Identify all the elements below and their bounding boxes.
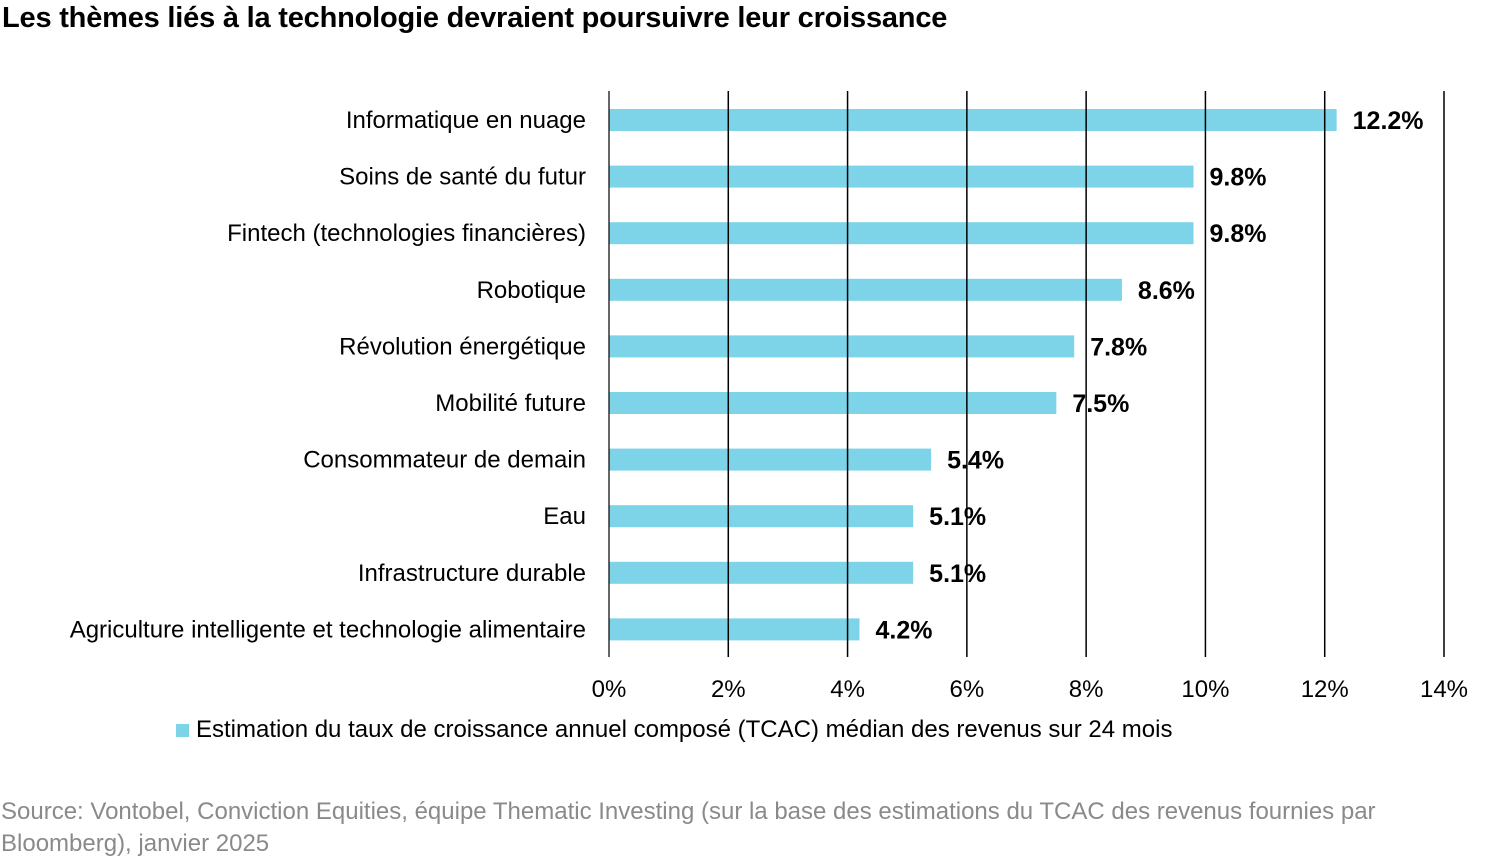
data-label: 8.6% bbox=[1138, 277, 1195, 305]
x-tick-label: 10% bbox=[1181, 676, 1229, 703]
data-label: 9.8% bbox=[1210, 164, 1267, 192]
bar bbox=[609, 505, 914, 528]
bar bbox=[609, 165, 1194, 188]
data-label: 4.2% bbox=[876, 616, 933, 644]
bar bbox=[609, 448, 932, 471]
legend-label: Estimation du taux de croissance annuel … bbox=[196, 716, 1173, 743]
gridlines bbox=[608, 91, 1445, 657]
bars bbox=[609, 109, 1337, 641]
chart-title: Les thèmes liés à la technologie devraie… bbox=[2, 2, 948, 34]
legend-swatch bbox=[176, 723, 189, 737]
category-label: Eau bbox=[543, 503, 586, 530]
category-label: Consommateur de demain bbox=[303, 447, 586, 474]
bar bbox=[609, 618, 860, 641]
data-label: 7.8% bbox=[1090, 333, 1147, 361]
category-label: Agriculture intelligente et technologie … bbox=[70, 616, 586, 643]
data-label: 5.4% bbox=[947, 447, 1004, 475]
bar bbox=[609, 109, 1337, 131]
category-label: Fintech (technologies financières) bbox=[227, 220, 586, 247]
x-tick-label: 6% bbox=[950, 676, 985, 703]
bar bbox=[609, 222, 1194, 245]
data-label: 7.5% bbox=[1072, 390, 1129, 418]
bar bbox=[609, 335, 1075, 358]
category-label: Révolution énergétique bbox=[339, 333, 586, 360]
data-labels: 12.2% 9.8% 9.8% 8.6% 7.8% 7.5% 5.4% 5.1% 5.1% 4.2… bbox=[876, 107, 1424, 644]
bar bbox=[609, 278, 1122, 301]
data-label: 5.1% bbox=[929, 560, 986, 588]
x-tick-label: 14% bbox=[1420, 676, 1468, 703]
category-label: Soins de santé du futur bbox=[339, 164, 586, 191]
data-label: 9.8% bbox=[1210, 220, 1267, 248]
x-tick-label: 8% bbox=[1069, 676, 1104, 703]
category-label: Mobilité future bbox=[435, 390, 586, 417]
source-note: Source: Vontobel, Conviction Equities, é… bbox=[1, 798, 1376, 857]
data-label: 12.2% bbox=[1353, 107, 1424, 135]
bar bbox=[609, 392, 1057, 414]
category-label: Infrastructure durable bbox=[358, 560, 586, 587]
x-axis-tick-labels: 0% 2% 4% 6% 8% 10% 12% 14% bbox=[592, 676, 1468, 703]
category-labels: Informatique en nuage Soins de santé du f… bbox=[70, 107, 586, 643]
category-label: Informatique en nuage bbox=[346, 107, 586, 134]
x-tick-label: 2% bbox=[711, 676, 746, 703]
data-label: 5.1% bbox=[929, 503, 986, 531]
bar bbox=[609, 561, 914, 584]
category-label: Robotique bbox=[477, 277, 586, 304]
x-tick-label: 12% bbox=[1301, 676, 1349, 703]
x-tick-label: 4% bbox=[830, 676, 865, 703]
x-tick-label: 0% bbox=[592, 676, 627, 703]
legend: Estimation du taux de croissance annuel … bbox=[176, 716, 1172, 744]
